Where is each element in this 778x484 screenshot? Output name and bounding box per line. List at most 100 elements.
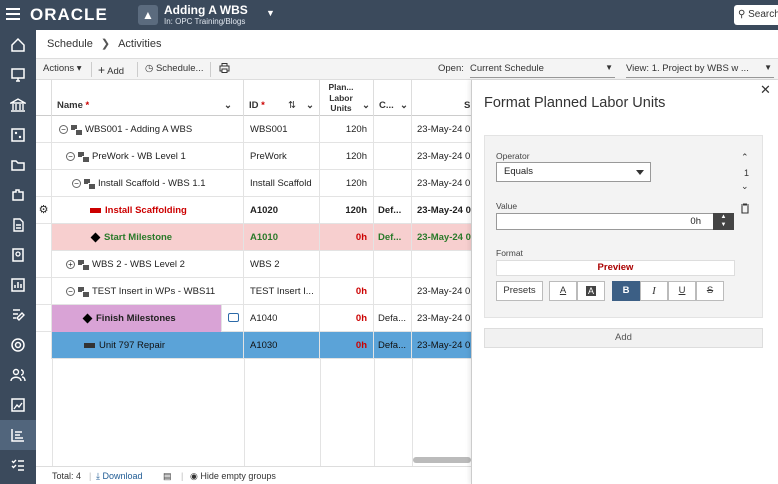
grouping-icon[interactable]: ▤ [163,471,172,481]
schedule-button[interactable]: ◷ Schedule... [145,63,203,74]
row-settings-gear-icon[interactable]: ⚙ [36,197,52,224]
id-cell[interactable]: Install Scaffold [244,170,320,197]
header-start[interactable]: S [412,80,471,116]
id-cell[interactable]: WBS001 [244,116,320,143]
table-row[interactable]: Start Milestone A1010 0h Def... 23-May-2… [36,224,471,251]
nav-people-icon[interactable] [0,360,36,390]
units-cell[interactable]: 0h [320,224,374,251]
nav-gallery-icon[interactable] [0,390,36,420]
download-link[interactable]: ⤓ Download [96,471,143,482]
search-box[interactable]: ⚲ Search [734,5,778,25]
id-cell[interactable]: PreWork [244,143,320,170]
nav-schedule-icon[interactable] [0,420,36,450]
nav-contacts-icon[interactable] [0,240,36,270]
row-selector[interactable] [36,170,52,197]
strikethrough-icon[interactable]: S [696,281,724,301]
row-selector[interactable] [36,305,52,332]
add-rule-button[interactable]: Add [484,328,763,348]
id-cell[interactable]: A1040 [244,305,320,332]
collapse-toggle-icon[interactable]: − [66,151,75,161]
header-name[interactable]: Name * ⌄ [52,80,244,116]
project-title[interactable]: Adding A WBS [164,3,248,17]
name-cell[interactable]: Unit 797 Repair [52,332,244,359]
units-cell[interactable]: 0h [320,278,374,305]
horizontal-scrollbar[interactable] [413,457,471,463]
name-cell[interactable]: Finish Milestones [52,305,222,332]
spinner-down-icon[interactable]: ▼ [720,222,727,228]
nav-dashboard-icon[interactable] [0,60,36,90]
nav-portfolio-icon[interactable] [0,120,36,150]
units-cell[interactable] [320,251,374,278]
row-selector[interactable] [36,278,52,305]
collapse-toggle-icon[interactable]: − [72,178,81,188]
calendar-cell[interactable] [374,116,412,143]
background-color-icon[interactable]: A [577,281,605,301]
move-down-icon[interactable]: ⌄ [741,181,749,191]
name-cell[interactable]: − PreWork - WB Level 1 [52,143,244,170]
table-row[interactable]: ⚙ Install Scaffolding A1020 120h Def... … [36,197,471,224]
operator-select[interactable]: Equals [496,162,651,182]
move-up-icon[interactable]: ⌃ [741,152,749,162]
name-cell[interactable]: + WBS 2 - WBS Level 2 [52,251,244,278]
start-cell[interactable]: 23-May-24 0 [417,232,471,243]
calendar-cell[interactable] [374,143,412,170]
units-cell[interactable]: 0h [320,332,374,359]
units-cell[interactable]: 120h [320,143,374,170]
column-menu-icon[interactable]: ⌄ [224,100,232,111]
table-row[interactable]: Unit 797 Repair A1030 0h Defa... 23-May-… [36,332,471,359]
close-icon[interactable]: ✕ [760,82,771,97]
calendar-cell[interactable]: Def... [374,224,412,251]
view-select[interactable]: View: 1. Project by WBS w ... ▼ [626,61,774,78]
start-cell[interactable]: 23-May-24 0 [417,313,471,324]
column-menu-icon[interactable]: ⌄ [362,100,370,111]
open-schedule-select[interactable]: Current Schedule ▼ [470,61,615,78]
nav-puzzle-icon[interactable] [0,180,36,210]
name-cell[interactable]: − Install Scaffold - WBS 1.1 [52,170,244,197]
id-cell[interactable]: A1010 [244,224,320,251]
name-cell[interactable]: − TEST Insert in WPs - WBS11 [52,278,244,305]
presets-button[interactable]: Presets [496,281,543,301]
delete-trash-icon[interactable] [740,203,750,216]
units-cell[interactable]: 120h [320,170,374,197]
table-row[interactable]: − WBS001 - Adding A WBS WBS001 120h 23-Ma… [36,116,471,143]
nav-checklist-icon[interactable] [0,450,36,480]
id-cell[interactable]: TEST Insert I... [244,278,320,305]
comment-icon[interactable] [228,313,239,322]
id-cell[interactable]: WBS 2 [244,251,320,278]
name-cell[interactable]: Install Scaffolding [52,197,244,224]
row-selector[interactable] [36,143,52,170]
value-input[interactable]: 0h [496,213,724,230]
text-color-icon[interactable]: A [549,281,577,301]
table-row[interactable]: + WBS 2 - WBS Level 2 WBS 2 [36,251,471,278]
spinner-up-icon[interactable]: ▲ [720,214,727,220]
row-selector[interactable] [36,251,52,278]
bold-icon[interactable]: B [612,281,640,301]
nav-bank-icon[interactable] [0,90,36,120]
value-spinner[interactable]: ▲ ▼ [713,213,734,230]
add-button[interactable]: + Add [98,63,124,77]
calendar-cell[interactable]: Defa... [374,332,412,359]
header-id[interactable]: ID * ⇅ ⌄ [244,80,320,116]
calendar-cell[interactable]: Defa... [374,305,412,332]
start-cell[interactable]: 23-May-24 0 [417,286,471,297]
collapse-toggle-icon[interactable]: − [66,286,75,296]
calendar-cell[interactable] [374,170,412,197]
units-cell[interactable]: 120h [320,116,374,143]
start-cell[interactable]: 23-May-24 0 [417,124,471,135]
id-cell[interactable]: A1020 [244,197,320,224]
nav-folder-icon[interactable] [0,150,36,180]
row-selector[interactable] [36,116,52,143]
nav-home-icon[interactable] [0,30,36,60]
header-planned-labor-units[interactable]: Plan... Labor Units ⌄ [320,80,374,116]
breadcrumb-schedule[interactable]: Schedule [47,38,93,50]
calendar-cell[interactable] [374,278,412,305]
units-cell[interactable]: 120h [320,197,374,224]
sort-icon[interactable]: ⇅ [288,100,296,111]
nav-document-icon[interactable] [0,210,36,240]
print-icon[interactable] [219,63,230,76]
header-calendar[interactable]: C... ⌄ [374,80,412,116]
breadcrumb-activities[interactable]: Activities [118,38,162,50]
column-menu-icon[interactable]: ⌄ [400,100,408,111]
nav-target-icon[interactable] [0,330,36,360]
italic-icon[interactable]: I [640,281,668,301]
